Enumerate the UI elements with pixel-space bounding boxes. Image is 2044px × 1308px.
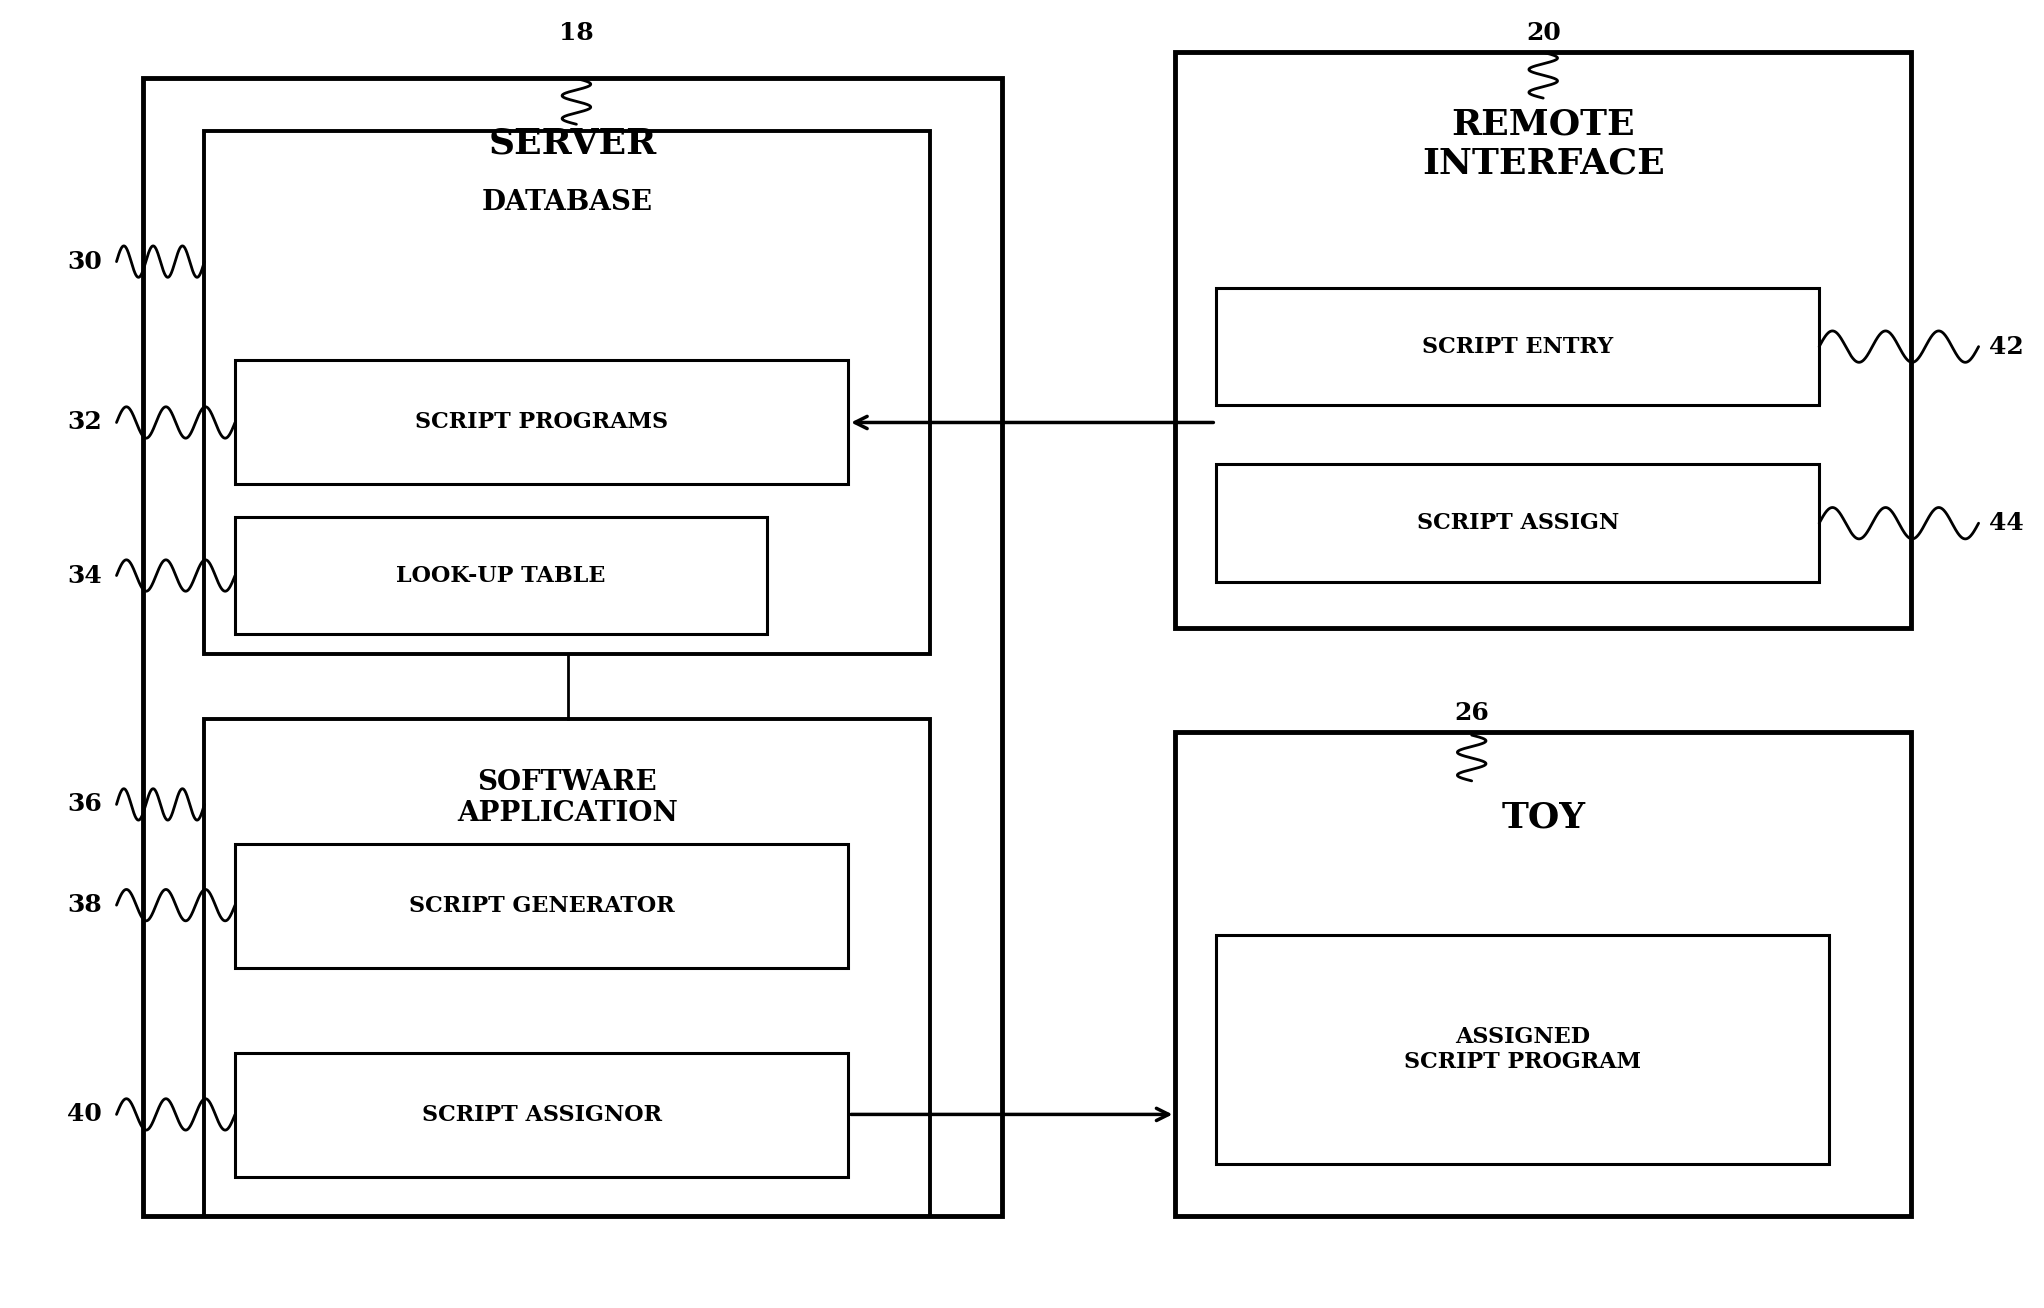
Bar (1216, 288, 1819, 405)
Text: SCRIPT ENTRY: SCRIPT ENTRY (1423, 336, 1613, 357)
Text: SCRIPT GENERATOR: SCRIPT GENERATOR (409, 895, 675, 917)
Text: SERVER: SERVER (489, 127, 656, 161)
Bar (204, 719, 930, 1216)
Bar (1216, 935, 1829, 1164)
Text: 18: 18 (558, 21, 595, 44)
Bar (204, 131, 930, 654)
Text: DATABASE: DATABASE (482, 190, 652, 216)
Text: SOFTWARE
APPLICATION: SOFTWARE APPLICATION (456, 769, 679, 827)
Bar (1216, 464, 1819, 582)
Text: 30: 30 (67, 250, 102, 273)
Text: REMOTE
INTERFACE: REMOTE INTERFACE (1423, 107, 1664, 181)
Bar (235, 844, 848, 968)
Text: 38: 38 (67, 893, 102, 917)
Text: SCRIPT ASSIGNOR: SCRIPT ASSIGNOR (421, 1104, 662, 1126)
Text: SCRIPT ASSIGN: SCRIPT ASSIGN (1416, 513, 1619, 534)
Text: 36: 36 (67, 793, 102, 816)
Text: 32: 32 (67, 411, 102, 434)
Text: TOY: TOY (1500, 800, 1586, 835)
Text: SCRIPT PROGRAMS: SCRIPT PROGRAMS (415, 411, 668, 433)
Bar (235, 517, 766, 634)
Text: 44: 44 (1989, 511, 2024, 535)
Bar (143, 78, 1002, 1216)
Text: 20: 20 (1525, 21, 1562, 44)
Bar (235, 1053, 848, 1177)
Text: 26: 26 (1453, 701, 1490, 725)
Text: ASSIGNED
SCRIPT PROGRAM: ASSIGNED SCRIPT PROGRAM (1404, 1025, 1641, 1074)
Text: LOOK-UP TABLE: LOOK-UP TABLE (397, 565, 605, 586)
Text: 34: 34 (67, 564, 102, 587)
Bar (1175, 732, 1911, 1216)
Bar (1175, 52, 1911, 628)
Text: 42: 42 (1989, 335, 2024, 358)
Bar (235, 360, 848, 484)
Text: 40: 40 (67, 1103, 102, 1126)
